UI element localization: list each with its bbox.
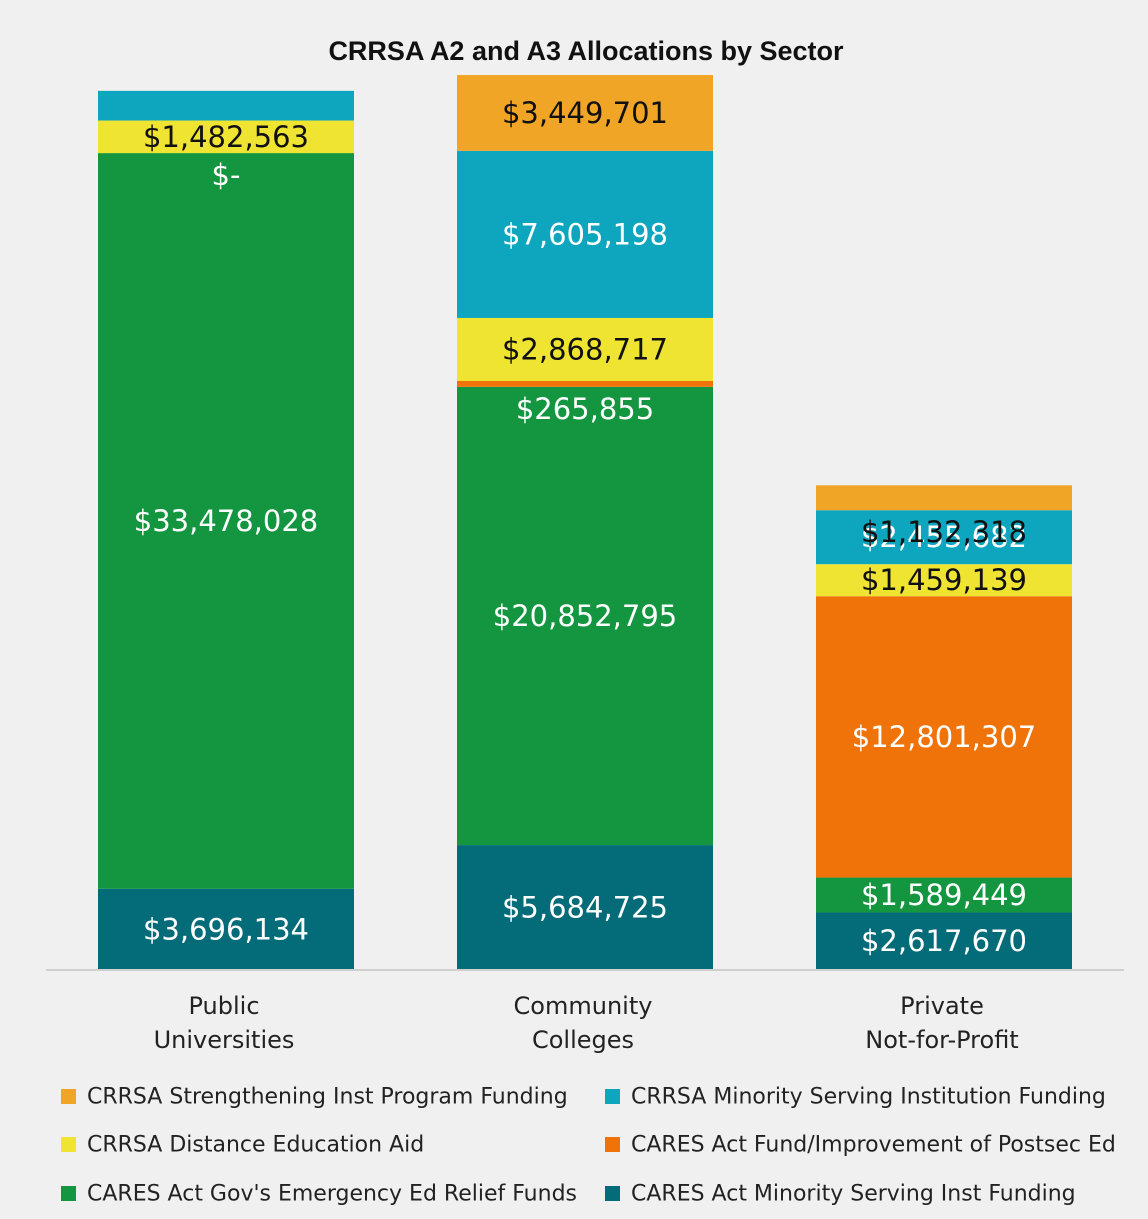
data-label-private-crrsa-minority-serving-institution-funding: $2,455,682 xyxy=(861,520,1027,554)
legend-swatch-cares-act-gov-s-emergency-ed-relief-funds xyxy=(61,1186,76,1201)
bar-segment-private-crrsa-minority-serving-institution-funding xyxy=(816,510,1072,565)
legend-swatch-crrsa-distance-education-aid xyxy=(61,1137,76,1152)
bar-segment-private-cares-act-minority-serving-inst-funding xyxy=(816,912,1072,970)
legend-swatch-cares-act-fund-improvement-of-postsec-ed xyxy=(605,1137,620,1152)
legend-label-cares-act-fund-improvement-of-postsec-ed: CARES Act Fund/Improvement of Postsec Ed xyxy=(631,1133,1116,1158)
bar-segment-public-crrsa-distance-education-aid xyxy=(98,120,354,154)
legend-swatch-crrsa-minority-serving-institution-funding xyxy=(605,1089,620,1104)
legend: CRRSA Strengthening Inst Program Funding… xyxy=(61,1085,1116,1207)
data-label-public-crrsa-distance-education-aid: $1,482,563 xyxy=(143,120,309,154)
bar-segment-community-crrsa-distance-education-aid xyxy=(457,317,713,381)
data-label-private-crrsa-strengthening-inst-program-funding: $1,132,318 xyxy=(861,515,1027,549)
x-tick-label-community-1: Community xyxy=(514,992,653,1020)
chart-title: CRRSA A2 and A3 Allocations by Sector xyxy=(328,36,844,66)
data-label-community-cares-act-fund-improvement-of-postsec-ed: $265,855 xyxy=(516,392,654,426)
category-labels: Public Universities Community Colleges Priva… xyxy=(154,992,1019,1054)
bars-layer: $3,696,134 $33,478,028 $- $1,482,563 $5,684,… xyxy=(98,75,1072,970)
legend-label-cares-act-gov-s-emergency-ed-relief-funds: CARES Act Gov's Emergency Ed Relief Fund… xyxy=(87,1182,577,1207)
bar-segment-private-crrsa-strengthening-inst-program-funding xyxy=(816,485,1072,511)
bar-segment-private-crrsa-distance-education-aid xyxy=(816,564,1072,597)
bar-segment-community-crrsa-minority-serving-institution-funding xyxy=(457,150,713,318)
bar-segment-public-cares-act-minority-serving-inst-funding xyxy=(98,888,354,970)
legend-label-crrsa-strengthening-inst-program-funding: CRRSA Strengthening Inst Program Funding xyxy=(87,1085,568,1110)
data-label-public-cares-act-gov-s-emergency-ed-relief-funds: $33,478,028 xyxy=(134,504,319,538)
legend-label-cares-act-minority-serving-inst-funding: CARES Act Minority Serving Inst Funding xyxy=(631,1182,1076,1207)
legend-swatch-cares-act-minority-serving-inst-funding xyxy=(605,1186,620,1201)
x-tick-label-public-2: Universities xyxy=(154,1026,295,1054)
legend-label-crrsa-distance-education-aid: CRRSA Distance Education Aid xyxy=(87,1133,424,1158)
x-tick-label-community-2: Colleges xyxy=(532,1026,634,1054)
data-label-private-cares-act-gov-s-emergency-ed-relief-funds: $1,589,449 xyxy=(861,878,1027,912)
data-label-public-cares-act-minority-serving-inst-funding: $3,696,134 xyxy=(143,912,309,946)
data-label-private-cares-act-minority-serving-inst-funding: $2,617,670 xyxy=(861,924,1027,958)
data-label-community-cares-act-gov-s-emergency-ed-relief-funds: $20,852,795 xyxy=(493,599,678,633)
bar-segment-public-crrsa-minority-serving-institution-funding xyxy=(98,90,354,121)
x-tick-label-public-1: Public xyxy=(188,992,259,1020)
legend-label-crrsa-minority-serving-institution-funding: CRRSA Minority Serving Institution Fundi… xyxy=(631,1085,1106,1110)
bar-segment-community-crrsa-strengthening-inst-program-funding xyxy=(457,75,713,151)
bar-segment-private-cares-act-fund-improvement-of-postsec-ed xyxy=(816,596,1072,878)
x-tick-label-private-2: Not-for-Profit xyxy=(865,1026,1018,1054)
data-label-public-cares-act-fund-improvement-of-postsec-ed: $- xyxy=(212,158,241,192)
x-tick-label-private-1: Private xyxy=(900,992,984,1020)
data-label-private-crrsa-distance-education-aid: $1,459,139 xyxy=(861,563,1027,597)
bar-segment-public-cares-act-gov-s-emergency-ed-relief-funds xyxy=(98,153,354,889)
bar-segment-community-cares-act-fund-improvement-of-postsec-ed xyxy=(457,380,713,387)
data-label-community-crrsa-strengthening-inst-program-funding: $3,449,701 xyxy=(502,96,668,130)
data-label-community-crrsa-minority-serving-institution-funding: $7,605,198 xyxy=(502,217,668,251)
data-label-community-crrsa-distance-education-aid: $2,868,717 xyxy=(502,332,668,366)
bar-segment-community-cares-act-gov-s-emergency-ed-relief-funds xyxy=(457,386,713,846)
data-label-community-cares-act-minority-serving-inst-funding: $5,684,725 xyxy=(502,891,668,925)
bar-segment-community-cares-act-minority-serving-inst-funding xyxy=(457,845,713,970)
legend-swatch-crrsa-strengthening-inst-program-funding xyxy=(61,1089,76,1104)
data-label-private-cares-act-fund-improvement-of-postsec-ed: $12,801,307 xyxy=(852,720,1037,754)
bar-segment-private-cares-act-gov-s-emergency-ed-relief-funds xyxy=(816,877,1072,913)
